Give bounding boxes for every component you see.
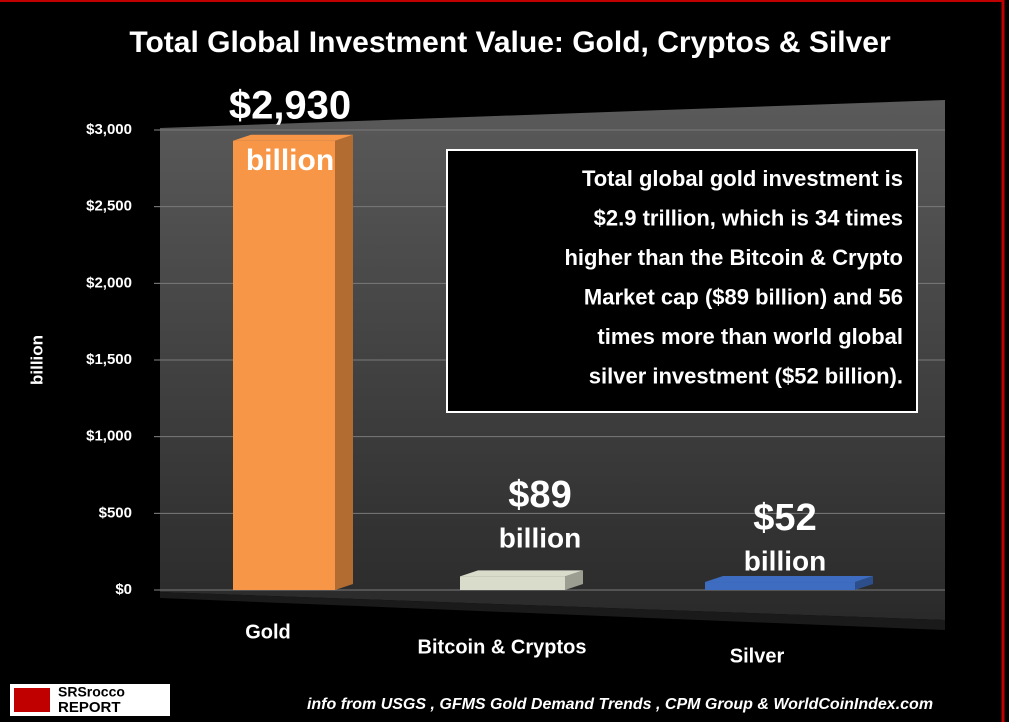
y-axis-label: billion <box>27 335 46 385</box>
y-tick-label: $2,000 <box>86 274 132 291</box>
x-tick-label: Bitcoin & Cryptos <box>418 636 587 658</box>
y-tick-label: $0 <box>115 581 132 598</box>
value-label: $52 <box>753 497 816 539</box>
y-tick-label: $500 <box>99 504 132 521</box>
value-label: $89 <box>508 474 571 516</box>
annotation-line: higher than the Bitcoin & Crypto <box>564 245 903 270</box>
bar <box>460 576 565 590</box>
logo-line: REPORT <box>58 699 121 716</box>
annotation-line: times more than world global <box>597 324 903 349</box>
bar-side <box>855 576 873 590</box>
y-tick-label: $1,500 <box>86 351 132 368</box>
chart-title: Total Global Investment Value: Gold, Cry… <box>129 26 891 59</box>
annotation-line: silver investment ($52 billion). <box>589 363 903 388</box>
annotation: Total global gold investment is $2.9 tril… <box>564 166 903 389</box>
bar-top <box>460 570 583 577</box>
logo-icon <box>14 688 50 712</box>
value-label: $2,930 <box>229 84 351 128</box>
bar-top <box>233 134 353 141</box>
y-tick-label: $3,000 <box>86 121 132 138</box>
annotation-line: Market cap ($89 billion) and 56 <box>584 284 903 309</box>
bar <box>233 140 335 590</box>
y-tick-label: $1,000 <box>86 428 132 445</box>
annotation-line: $2.9 trillion, which is 34 times <box>594 205 903 230</box>
x-tick-label: Silver <box>730 645 785 667</box>
plot: $0 $500 $1,000 $1,500 $2,000 $2,500 $3,000 Gold… <box>86 84 945 667</box>
value-label-unit: billion <box>246 144 334 177</box>
bar-side <box>565 570 583 590</box>
x-tick-label: Gold <box>245 621 291 643</box>
value-label-unit: billion <box>744 545 826 576</box>
source-note: info from USGS , GFMS Gold Demand Trends… <box>307 696 933 713</box>
y-tick-label: $2,500 <box>86 198 132 215</box>
logo-line: SRSrocco <box>58 684 125 700</box>
annotation-line: Total global gold investment is <box>582 166 903 191</box>
annotation-box <box>446 149 918 413</box>
bar <box>705 582 855 590</box>
bar-top <box>705 576 873 583</box>
value-label-unit: billion <box>499 522 581 553</box>
bar-side <box>335 134 353 590</box>
plot-floor <box>160 592 945 630</box>
